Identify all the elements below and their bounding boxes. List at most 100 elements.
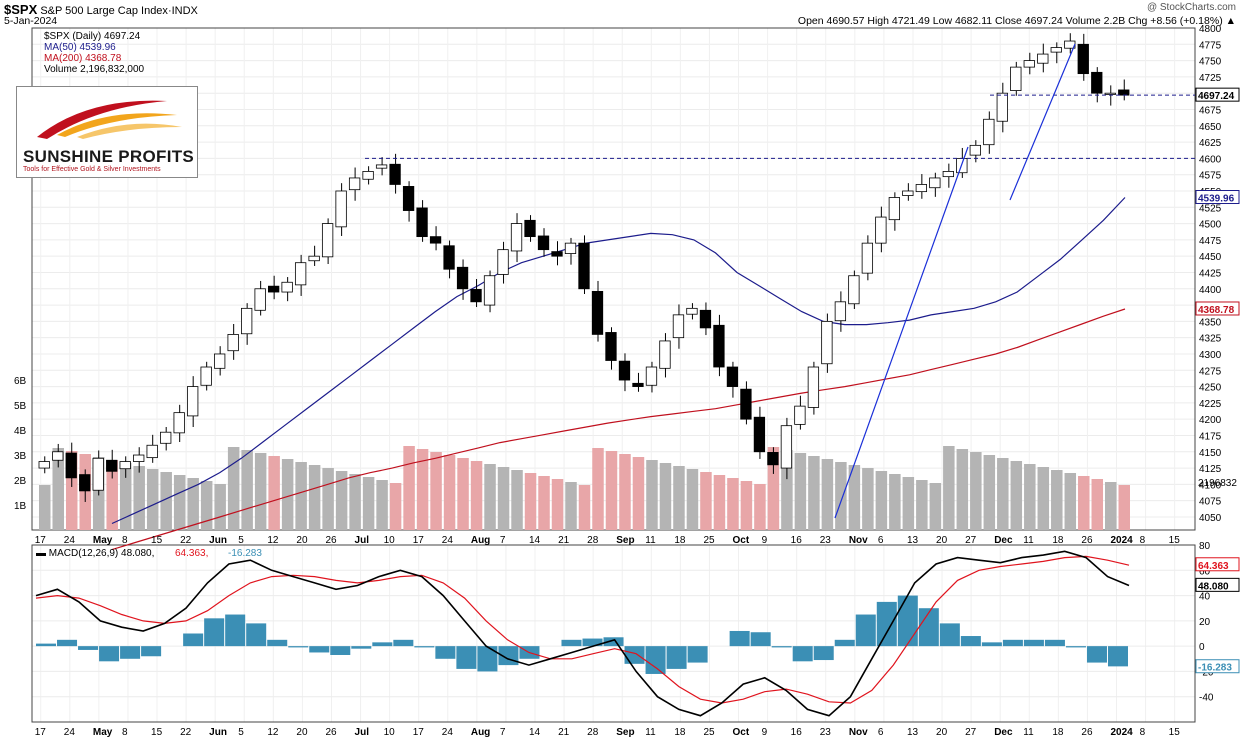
volume-bar	[484, 464, 496, 530]
candle	[915, 184, 927, 193]
volume-bar	[862, 468, 874, 530]
candle	[187, 386, 199, 417]
candle	[848, 275, 860, 305]
x-tick-label: 20	[936, 727, 948, 737]
macd-hist-bar	[330, 646, 351, 655]
volume-bar	[970, 452, 982, 530]
candle	[591, 290, 604, 335]
x-tick-label: Dec	[994, 535, 1013, 546]
legend-price: $SPX (Daily) 4697.24	[44, 31, 141, 42]
candle	[551, 251, 563, 257]
macd-legend-signal: 64.363,	[175, 548, 208, 559]
macd-y-tick-label: -40	[1199, 693, 1214, 704]
candle	[510, 223, 523, 252]
candle	[645, 366, 658, 386]
macd-hist-bar	[141, 646, 162, 657]
value-tag-label: 4697.24	[1198, 91, 1235, 102]
x-tick-label: 9	[762, 727, 768, 737]
volume-bar	[106, 460, 118, 530]
macd-hist-bar	[939, 623, 960, 647]
x-tick-label: 17	[413, 727, 425, 737]
x-tick-label: 9	[762, 535, 768, 546]
candle	[888, 197, 901, 221]
macd-hist-bar	[372, 642, 393, 647]
macd-hist-bar	[792, 646, 813, 662]
x-tick-label: 10	[384, 727, 396, 737]
volume-bar	[443, 455, 456, 530]
volume-bar	[416, 449, 429, 530]
x-tick-label: 26	[325, 535, 337, 546]
x-tick-label: 26	[1081, 535, 1093, 546]
y-tick-label: 4300	[1199, 350, 1222, 361]
volume-bar	[1105, 482, 1117, 530]
volume-bar	[457, 458, 469, 530]
volume-bar	[713, 475, 726, 530]
candle	[713, 324, 725, 368]
candle	[1050, 47, 1062, 53]
candle	[402, 186, 415, 211]
volume-bar	[403, 446, 415, 530]
x-tick-label: 23	[820, 727, 832, 737]
macd-hist-bar	[624, 646, 645, 664]
macd-y-tick-label: 60	[1199, 566, 1211, 577]
macd-hist-bar	[645, 646, 666, 674]
x-tick-label: Nov	[849, 727, 868, 737]
volume-bar	[227, 447, 240, 530]
x-tick-label: Jun	[209, 727, 227, 737]
macd-hist-bar	[477, 646, 498, 672]
trend-lines	[365, 43, 1195, 519]
volume-tick-label: 3B	[14, 451, 27, 462]
ohlc-readout: Open 4690.57 High 4721.49 Low 4682.11 Cl…	[797, 15, 1236, 27]
macd-y-tick-label: 20	[1199, 617, 1211, 628]
x-tick-label: 15	[1169, 535, 1181, 546]
candle	[106, 459, 118, 472]
y-tick-label: 4800	[1199, 24, 1222, 35]
volume-bar	[754, 484, 766, 530]
credit: @ StockCharts.com	[1146, 2, 1236, 13]
x-tick-label: 12	[267, 727, 279, 737]
macd-hist-bar	[309, 646, 330, 653]
x-tick-label: 8	[1140, 535, 1146, 546]
volume-bars	[39, 446, 1130, 530]
x-tick-label: 22	[180, 727, 192, 737]
candle	[281, 281, 293, 293]
x-tick-label: Sep	[616, 727, 634, 737]
macd-hist-bar	[288, 646, 309, 648]
macd-value-tag	[1195, 577, 1240, 592]
macd-hist-bar	[1065, 646, 1086, 648]
macd-hist-bar	[1107, 646, 1128, 667]
candle	[699, 309, 712, 329]
legend-ma200: MA(200) 4368.78	[44, 53, 122, 64]
volume-bar	[173, 475, 186, 530]
macd-hist-bar	[666, 646, 687, 669]
candle	[686, 307, 698, 315]
candle	[632, 382, 644, 387]
volume-bar	[673, 466, 685, 530]
value-tag	[1195, 190, 1240, 205]
macd-hist-bar	[687, 646, 708, 663]
y-tick-label: 4750	[1199, 57, 1222, 68]
y-tick-label: 4250	[1199, 383, 1222, 394]
macd-hist-bar	[582, 638, 603, 647]
uptrend-line	[1009, 43, 1076, 201]
volume-bar	[52, 448, 64, 530]
y-tick-label: 4150	[1199, 448, 1222, 459]
x-tick-label: 17	[35, 727, 47, 737]
x-tick-label: 25	[703, 727, 715, 737]
volume-bar	[794, 453, 807, 530]
macd-hist-bar	[855, 614, 876, 647]
macd-hist-bar	[750, 632, 771, 647]
volume-bar	[659, 463, 672, 530]
volume-bar	[578, 485, 591, 530]
candle	[618, 360, 631, 381]
x-tick-label: 8	[1140, 727, 1146, 737]
candle	[929, 177, 941, 189]
ma200-line	[111, 308, 1126, 551]
volume-bar	[349, 474, 361, 530]
candle	[834, 301, 847, 322]
candle	[767, 452, 779, 466]
volume-bar	[916, 480, 928, 530]
x-tick-label: 20	[296, 535, 308, 546]
ma50-line	[111, 197, 1126, 525]
